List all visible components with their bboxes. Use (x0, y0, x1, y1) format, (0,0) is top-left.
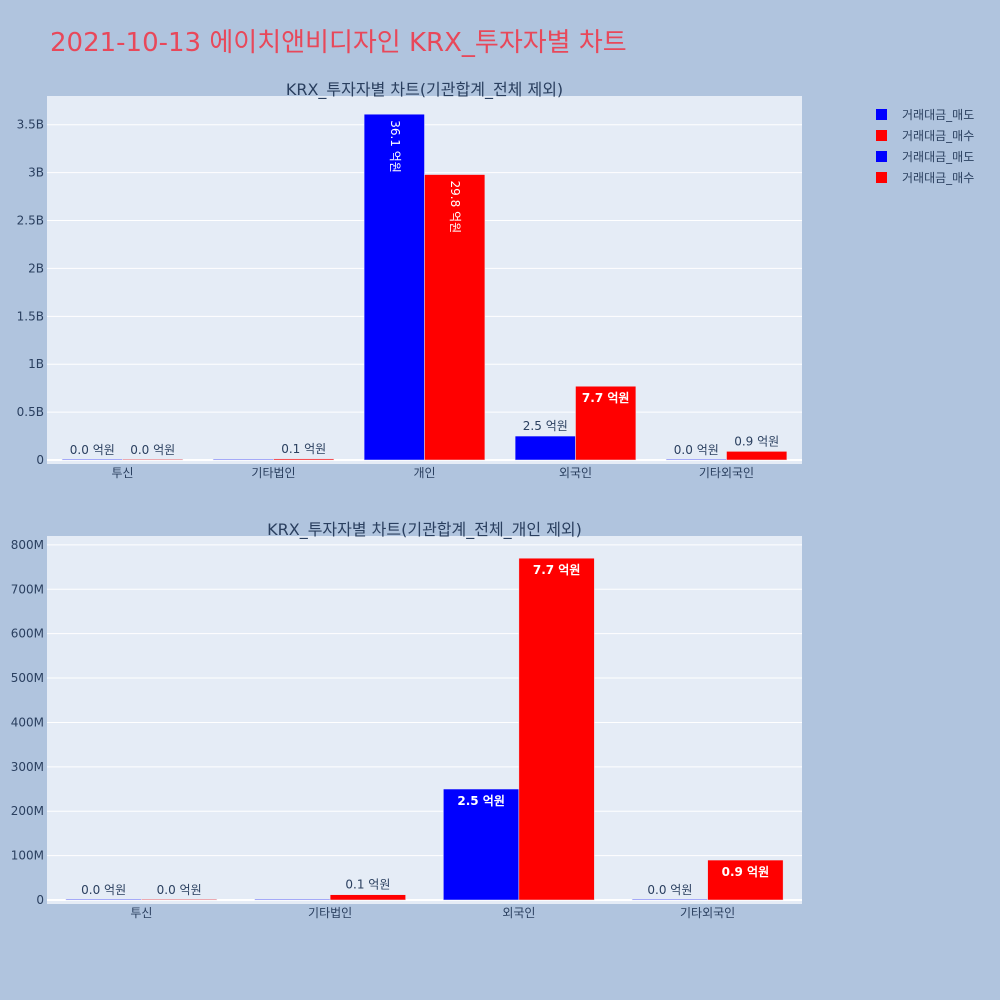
bar (514, 435, 576, 461)
legend-item[interactable]: 거래대금_매수 (876, 125, 974, 146)
y-tick-label: 3.5B (17, 118, 44, 132)
legend-swatch (876, 172, 887, 183)
x-tick-label: 기타외국인 (699, 466, 754, 480)
bar (363, 113, 425, 461)
x-tick-label: 투신 (130, 906, 152, 920)
data-label: 7.7 억원 (533, 563, 581, 577)
data-label: 0.9 억원 (734, 434, 779, 448)
bar (443, 788, 520, 901)
y-tick-label: 100M (11, 849, 44, 863)
bar (273, 458, 335, 461)
bar (575, 385, 637, 461)
bar (254, 898, 331, 901)
x-tick-label: 투신 (111, 466, 133, 480)
bar (631, 898, 708, 901)
data-label: 7.7 억원 (582, 391, 630, 405)
bar (122, 458, 184, 461)
data-label: 0.1 억원 (281, 442, 326, 456)
data-label: 0.0 억원 (674, 443, 719, 457)
x-tick-label: 기타법인 (251, 466, 295, 480)
plot-area (47, 536, 802, 904)
y-tick-label: 2B (28, 261, 44, 275)
bar (707, 859, 784, 901)
x-tick-label: 외국인 (502, 906, 535, 920)
x-tick-label: 기타외국인 (680, 906, 735, 920)
data-label: 0.0 억원 (81, 883, 126, 897)
bar (65, 898, 142, 901)
y-tick-label: 300M (11, 760, 44, 774)
y-tick-label: 0 (36, 453, 44, 467)
x-tick-label: 기타법인 (308, 906, 352, 920)
legend-label: 거래대금_매도 (902, 150, 975, 164)
y-tick-label: 1.5B (17, 309, 44, 323)
legend: 거래대금_매도 거래대금_매수 거래대금_매도 거래대금_매수 (876, 104, 974, 188)
bar (329, 894, 406, 901)
y-tick-label: 0.5B (17, 405, 44, 419)
y-tick-label: 700M (11, 582, 44, 596)
y-tick-label: 400M (11, 715, 44, 729)
y-tick-label: 600M (11, 627, 44, 641)
legend-label: 거래대금_매수 (902, 129, 975, 143)
y-tick-label: 200M (11, 804, 44, 818)
legend-swatch (876, 130, 887, 141)
bar (61, 458, 123, 461)
chart-title: KRX_투자자별 차트(기관합계_전체 제외) (286, 80, 563, 100)
y-tick-label: 1B (28, 357, 44, 371)
y-tick-label: 500M (11, 671, 44, 685)
data-label: 0.0 억원 (70, 443, 115, 457)
y-tick-label: 3B (28, 166, 44, 180)
bar (424, 174, 486, 461)
data-label: 0.0 억원 (157, 883, 202, 897)
data-label: 2.5 억원 (523, 419, 568, 433)
legend-swatch (876, 151, 887, 162)
data-label: 0.0 억원 (647, 883, 692, 897)
x-tick-label: 개인 (413, 466, 435, 480)
chart-title: KRX_투자자별 차트(기관합계_전체_개인 제외) (267, 520, 582, 540)
legend-label: 거래대금_매도 (902, 108, 975, 122)
legend-swatch (876, 109, 887, 120)
data-label: 36.1 억원 (388, 120, 402, 173)
bar (518, 557, 595, 901)
bar (212, 458, 274, 461)
bar (665, 458, 727, 461)
data-label: 0.0 억원 (130, 443, 175, 457)
data-label: 2.5 억원 (457, 794, 505, 808)
data-label: 0.9 억원 (722, 865, 770, 879)
x-tick-label: 외국인 (559, 466, 592, 480)
bar (141, 898, 218, 901)
legend-item[interactable]: 거래대금_매수 (876, 167, 974, 188)
legend-item[interactable]: 거래대금_매도 (876, 146, 974, 167)
page-title: 2021-10-13 에이치앤비디자인 KRX_투자자별 차트 (50, 28, 627, 58)
y-tick-label: 800M (11, 538, 44, 552)
y-tick-label: 2.5B (17, 214, 44, 228)
bar (726, 451, 788, 461)
y-tick-label: 0 (36, 893, 44, 907)
legend-label: 거래대금_매수 (902, 171, 975, 185)
data-label: 0.1 억원 (345, 878, 390, 892)
legend-item[interactable]: 거래대금_매도 (876, 104, 974, 125)
data-label: 29.8 억원 (448, 181, 462, 234)
